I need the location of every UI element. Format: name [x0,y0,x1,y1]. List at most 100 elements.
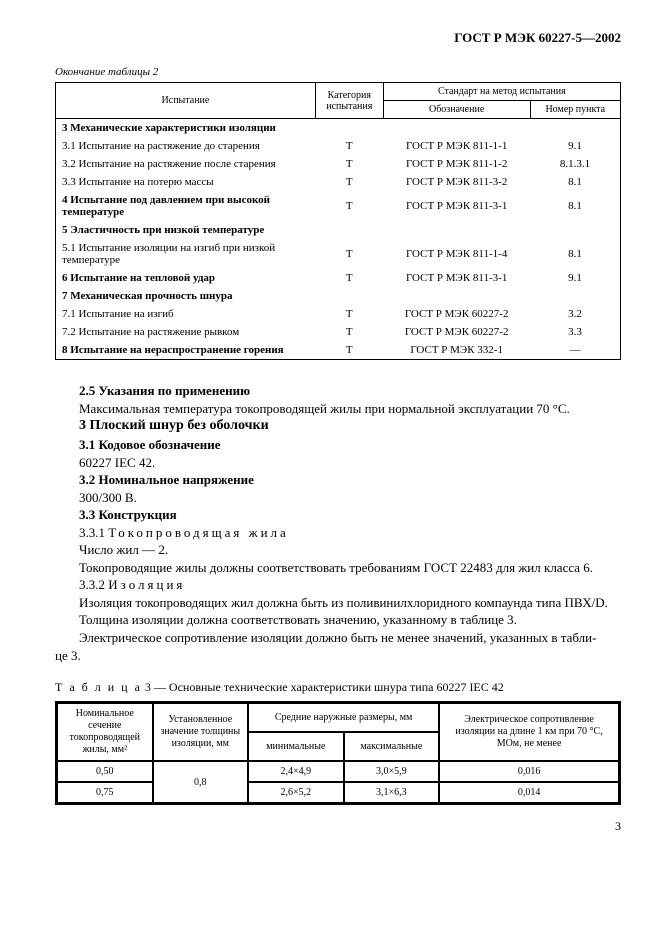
t2-cell-category: Т [315,155,383,173]
table-row: 3.3 Испытание на потерю массыТГОСТ Р МЭК… [56,173,621,191]
t2-cell-test: 3.1 Испытание на растяжение до старения [56,137,316,155]
t2-cell-point [530,287,620,305]
t2-cell-point: 9.1 [530,269,620,287]
table3-caption-rest: 3 — Основные технические характеристики … [142,680,504,694]
t3-head-section: Номинальное сечение токопроводящей жилы,… [57,703,153,761]
t2-cell-standard: ГОСТ Р МЭК 811-1-1 [383,137,530,155]
t2-cell-category [315,287,383,305]
t2-cell-test: 7.1 Испытание на изгиб [56,305,316,323]
table-row: 7.2 Испытание на растяжение рывкомТГОСТ … [56,323,621,341]
t3-head-dims: Средние наружные размеры, мм [248,703,439,732]
t2-cell-test: 3.3 Испытание на потерю массы [56,173,316,191]
t2-cell-standard: ГОСТ Р МЭК 332-1 [383,341,530,360]
t2-cell-standard: ГОСТ Р МЭК 811-1-2 [383,155,530,173]
sec-3-3-2: 3.3.2 Изоляция [55,576,621,594]
t2-cell-point: 3.2 [530,305,620,323]
table-row: 5 Эластичность при низкой температуре [56,221,621,239]
table-row: 6 Испытание на тепловой ударТГОСТ Р МЭК … [56,269,621,287]
t2-cell-test: 3.2 Испытание на растяжение после старен… [56,155,316,173]
sec-3-3-title: 3.3 Конструкция [55,506,621,524]
t2-cell-category: Т [315,341,383,360]
t2-cell-standard: ГОСТ Р МЭК 60227-2 [383,323,530,341]
t2-cell-test: 6 Испытание на тепловой удар [56,269,316,287]
t2-cell-category: Т [315,239,383,269]
t3-r1-d: 3,1×6,3 [344,782,440,803]
table3-caption-label: Т а б л и ц а [55,680,142,694]
t2-head-point: Номер пункта [530,101,620,119]
table-row: 8 Испытание на нераспространение горения… [56,341,621,360]
t2-cell-standard [383,221,530,239]
t3-r0-d: 3,0×5,9 [344,761,440,782]
t2-cell-test: 3 Механические характеристики изоляции [56,119,316,138]
sec-3-3-1: 3.3.1 Токопроводящая жила [55,524,621,542]
t2-cell-point: 8.1 [530,173,620,191]
t2-cell-standard: ГОСТ Р МЭК 811-3-1 [383,191,530,221]
t2-head-category: Категория испытания [315,83,383,119]
table-row: 0,50 0,8 2,4×4,9 3,0×5,9 0,016 [57,761,619,782]
sec-3-1-text: 60227 IEC 42. [55,454,621,472]
table-2: Испытание Категория испытания Стандарт н… [55,82,621,360]
t2-cell-test: 7.2 Испытание на растяжение рывком [56,323,316,341]
sec-3-3-2-spaced: Изоляция [108,577,185,592]
sec-3-3-2-c1: Электрическое сопротивление изоляции дол… [55,629,621,647]
sec-2-5-title: 2.5 Указания по применению [55,382,621,400]
sec-2-5-text: Максимальная температура токопроводящей … [55,400,621,418]
t2-cell-test: 5 Эластичность при низкой температуре [56,221,316,239]
t2-cell-test: 4 Испытание под давлением при высокой те… [56,191,316,221]
table-row: 7.1 Испытание на изгибТГОСТ Р МЭК 60227-… [56,305,621,323]
t2-cell-standard: ГОСТ Р МЭК 811-3-1 [383,269,530,287]
t2-cell-standard [383,119,530,138]
sec-3-heading: 3 Плоский шнур без оболочки [55,417,621,436]
t2-cell-test: 5.1 Испытание изоляции на изгиб при низк… [56,239,316,269]
t2-cell-test: 7 Механическая прочность шнура [56,287,316,305]
t2-head-designation: Обозначение [383,101,530,119]
t2-cell-point [530,221,620,239]
t2-cell-point: — [530,341,620,360]
table-row: 5.1 Испытание изоляции на изгиб при низк… [56,239,621,269]
t2-cell-category: Т [315,137,383,155]
sec-3-3-1-spaced: Токопроводящая жила [108,525,289,540]
t2-cell-category: Т [315,305,383,323]
t3-head-min: минимальные [248,732,344,761]
table-row: 3 Механические характеристики изоляции [56,119,621,138]
t3-head-max: максимальные [344,732,440,761]
document-header: ГОСТ Р МЭК 60227-5—2002 [55,30,621,46]
t2-cell-category [315,119,383,138]
t2-cell-category [315,221,383,239]
t3-r0-b: 0,8 [153,761,249,803]
t3-r1-e: 0,014 [439,782,619,803]
t3-r0-a: 0,50 [57,761,153,782]
table-row: 0,75 2,6×5,2 3,1×6,3 0,014 [57,782,619,803]
t2-cell-point: 9.1 [530,137,620,155]
table-3: Номинальное сечение токопроводящей жилы,… [55,701,621,805]
t3-r0-e: 0,016 [439,761,619,782]
t2-cell-point: 8.1 [530,191,620,221]
sec-3-1-title: 3.1 Кодовое обозначение [55,436,621,454]
t3-head-thickness: Установленное значение толщины изоляции,… [153,703,249,761]
page-number: 3 [55,819,621,834]
sec-3-3-2-a: Изоляция токопроводящих жил должна быть … [55,594,621,612]
sec-3-3-1-a: Число жил — 2. [55,541,621,559]
table-row: 4 Испытание под давлением при высокой те… [56,191,621,221]
table-row: 7 Механическая прочность шнура [56,287,621,305]
t3-r1-c: 2,6×5,2 [248,782,344,803]
t2-head-test: Испытание [56,83,316,119]
t3-head-resist: Электрическое сопротивление изоляции на … [439,703,619,761]
t3-r1-a: 0,75 [57,782,153,803]
t2-cell-standard [383,287,530,305]
t2-cell-test: 8 Испытание на нераспространение горения [56,341,316,360]
t2-head-standard: Стандарт на метод испытания [383,83,620,101]
sec-3-3-2-c2: це 3. [55,647,621,665]
table-row: 3.1 Испытание на растяжение до старенияТ… [56,137,621,155]
t2-cell-standard: ГОСТ Р МЭК 811-1-4 [383,239,530,269]
sec-3-2-text: 300/300 В. [55,489,621,507]
table2-caption: Окончание таблицы 2 [55,66,621,78]
sec-3-2-title: 3.2 Номинальное напряжение [55,471,621,489]
t2-cell-point: 8.1 [530,239,620,269]
t3-r0-c: 2,4×4,9 [248,761,344,782]
body-text: 2.5 Указания по применению Максимальная … [55,382,621,664]
sec-3-3-1-b: Токопроводящие жилы должны соответствова… [55,559,621,577]
t2-cell-category: Т [315,269,383,287]
t2-cell-point: 3.3 [530,323,620,341]
table-row: 3.2 Испытание на растяжение после старен… [56,155,621,173]
